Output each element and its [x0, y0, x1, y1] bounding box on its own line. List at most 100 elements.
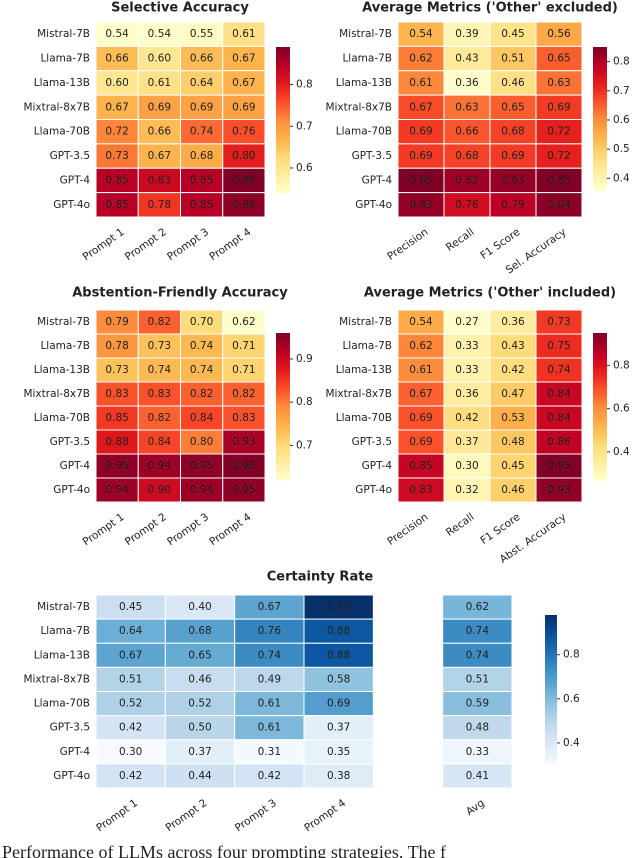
- cell-label: 0.85: [190, 199, 213, 211]
- colorbar-segment: [276, 151, 290, 155]
- cell-label: 0.70: [190, 316, 213, 328]
- heatmap-cell: [489, 119, 537, 145]
- colorbar-segment: [593, 406, 607, 410]
- colorbar-segment: [593, 359, 607, 363]
- heatmap-cell: [397, 357, 445, 383]
- cell-label: 0.37: [327, 722, 350, 734]
- colorbar-segment: [276, 78, 290, 82]
- colorbar-segment: [276, 406, 290, 410]
- heatmap-cell: [164, 715, 236, 741]
- row-label: Mistral-7B: [339, 316, 392, 328]
- colorbar-segment: [593, 111, 607, 115]
- colorbar-segment: [545, 725, 557, 728]
- colorbar-segment: [593, 178, 607, 181]
- heatmap-cell: [303, 666, 374, 692]
- colorbar-segment: [545, 652, 557, 656]
- colorbar-segment: [545, 732, 557, 736]
- colorbar-segment: [593, 352, 607, 356]
- colorbar-segment: [276, 342, 290, 346]
- colorbar-segment: [276, 377, 290, 381]
- column-label: Prompt 1: [81, 226, 127, 263]
- cell-label: 0.74: [148, 364, 172, 376]
- colorbar-segment: [545, 640, 557, 643]
- row-label: GPT-3.5: [352, 150, 392, 162]
- cell-label: 0.74: [258, 649, 282, 661]
- colorbar-segment: [276, 411, 290, 415]
- cell-label: 0.76: [232, 126, 256, 138]
- cell-label: 0.85: [105, 174, 128, 186]
- colorbar-segment: [276, 146, 290, 150]
- colorbar-segment: [276, 364, 290, 368]
- colorbar-segment: [593, 382, 607, 385]
- colorbar-tick-label: 0.8: [613, 359, 630, 371]
- row-label: Mixtral-8x7B: [325, 101, 392, 113]
- colorbar-segment: [593, 132, 607, 136]
- colorbar-segment: [276, 137, 290, 140]
- cell-label: 0.51: [119, 673, 142, 685]
- colorbar-segment: [593, 47, 607, 50]
- colorbar-segment: [593, 470, 607, 474]
- heatmap-cell: [442, 618, 513, 644]
- cell-label: 0.42: [258, 770, 281, 782]
- cell-label: 0.69: [547, 101, 570, 113]
- colorbar-segment: [593, 113, 607, 117]
- cell-label: 0.94: [190, 484, 214, 496]
- row-label: GPT-3.5: [50, 722, 90, 734]
- cell-label: 0.32: [455, 484, 478, 496]
- colorbar-segment: [276, 88, 290, 92]
- colorbar-segment: [593, 408, 607, 412]
- colorbar-segment: [545, 645, 557, 648]
- colorbar-segment: [593, 340, 607, 344]
- colorbar-segment: [276, 110, 290, 114]
- heatmap-cell: [443, 357, 491, 383]
- colorbar-segment: [276, 168, 290, 172]
- heatmap-cell: [95, 192, 139, 218]
- colorbar-segment: [593, 396, 607, 400]
- colorbar-segment: [276, 105, 290, 109]
- colorbar-segment: [276, 56, 290, 60]
- column-label: Prompt 2: [123, 511, 169, 548]
- heatmap-cell: [489, 70, 537, 96]
- colorbar-segment: [593, 85, 607, 89]
- colorbar-segment: [593, 472, 607, 476]
- cell-label: 0.85: [409, 174, 432, 186]
- heatmap-cell: [222, 453, 266, 479]
- colorbar-tick-label: 0.8: [296, 79, 313, 91]
- colorbar-segment: [593, 455, 607, 459]
- colorbar-segment: [276, 54, 290, 58]
- colorbar-segment: [545, 682, 557, 686]
- cell-label: 0.74: [190, 340, 214, 352]
- cell-label: 0.68: [190, 150, 213, 162]
- colorbar-segment: [276, 127, 290, 131]
- cell-label: 0.95: [547, 460, 570, 472]
- colorbar-tick-label: 0.6: [296, 162, 313, 174]
- colorbar-segment: [276, 134, 290, 138]
- cell-label: 0.68: [455, 150, 478, 162]
- chart-title: Certainty Rate: [267, 570, 374, 585]
- cell-label: 0.45: [119, 601, 142, 613]
- colorbar-segment: [593, 166, 607, 170]
- cell-label: 0.64: [190, 77, 214, 89]
- row-label: GPT-3.5: [50, 436, 90, 448]
- colorbar-segment: [593, 168, 607, 172]
- colorbar-segment: [276, 83, 290, 87]
- heatmap-cell: [137, 45, 181, 72]
- colorbar-segment: [545, 662, 557, 666]
- colorbar-segment: [545, 625, 557, 628]
- heatmap-cell: [180, 477, 224, 503]
- colorbar-segment: [593, 61, 607, 65]
- colorbar-segment: [276, 455, 290, 459]
- row-label: Llama-7B: [342, 53, 392, 65]
- heatmap-cell: [489, 309, 537, 335]
- cell-label: 0.67: [409, 388, 432, 400]
- cell-label: 0.54: [148, 28, 172, 40]
- cell-label: 0.52: [188, 698, 211, 710]
- heatmap-cell: [222, 143, 266, 169]
- heatmap-cell: [222, 405, 266, 431]
- colorbar-segment: [276, 355, 290, 358]
- cell-label: 0.90: [148, 484, 171, 496]
- colorbar-segment: [276, 374, 290, 378]
- colorbar-segment: [276, 445, 290, 449]
- colorbar-segment: [276, 337, 290, 341]
- heatmap-cell: [222, 333, 266, 359]
